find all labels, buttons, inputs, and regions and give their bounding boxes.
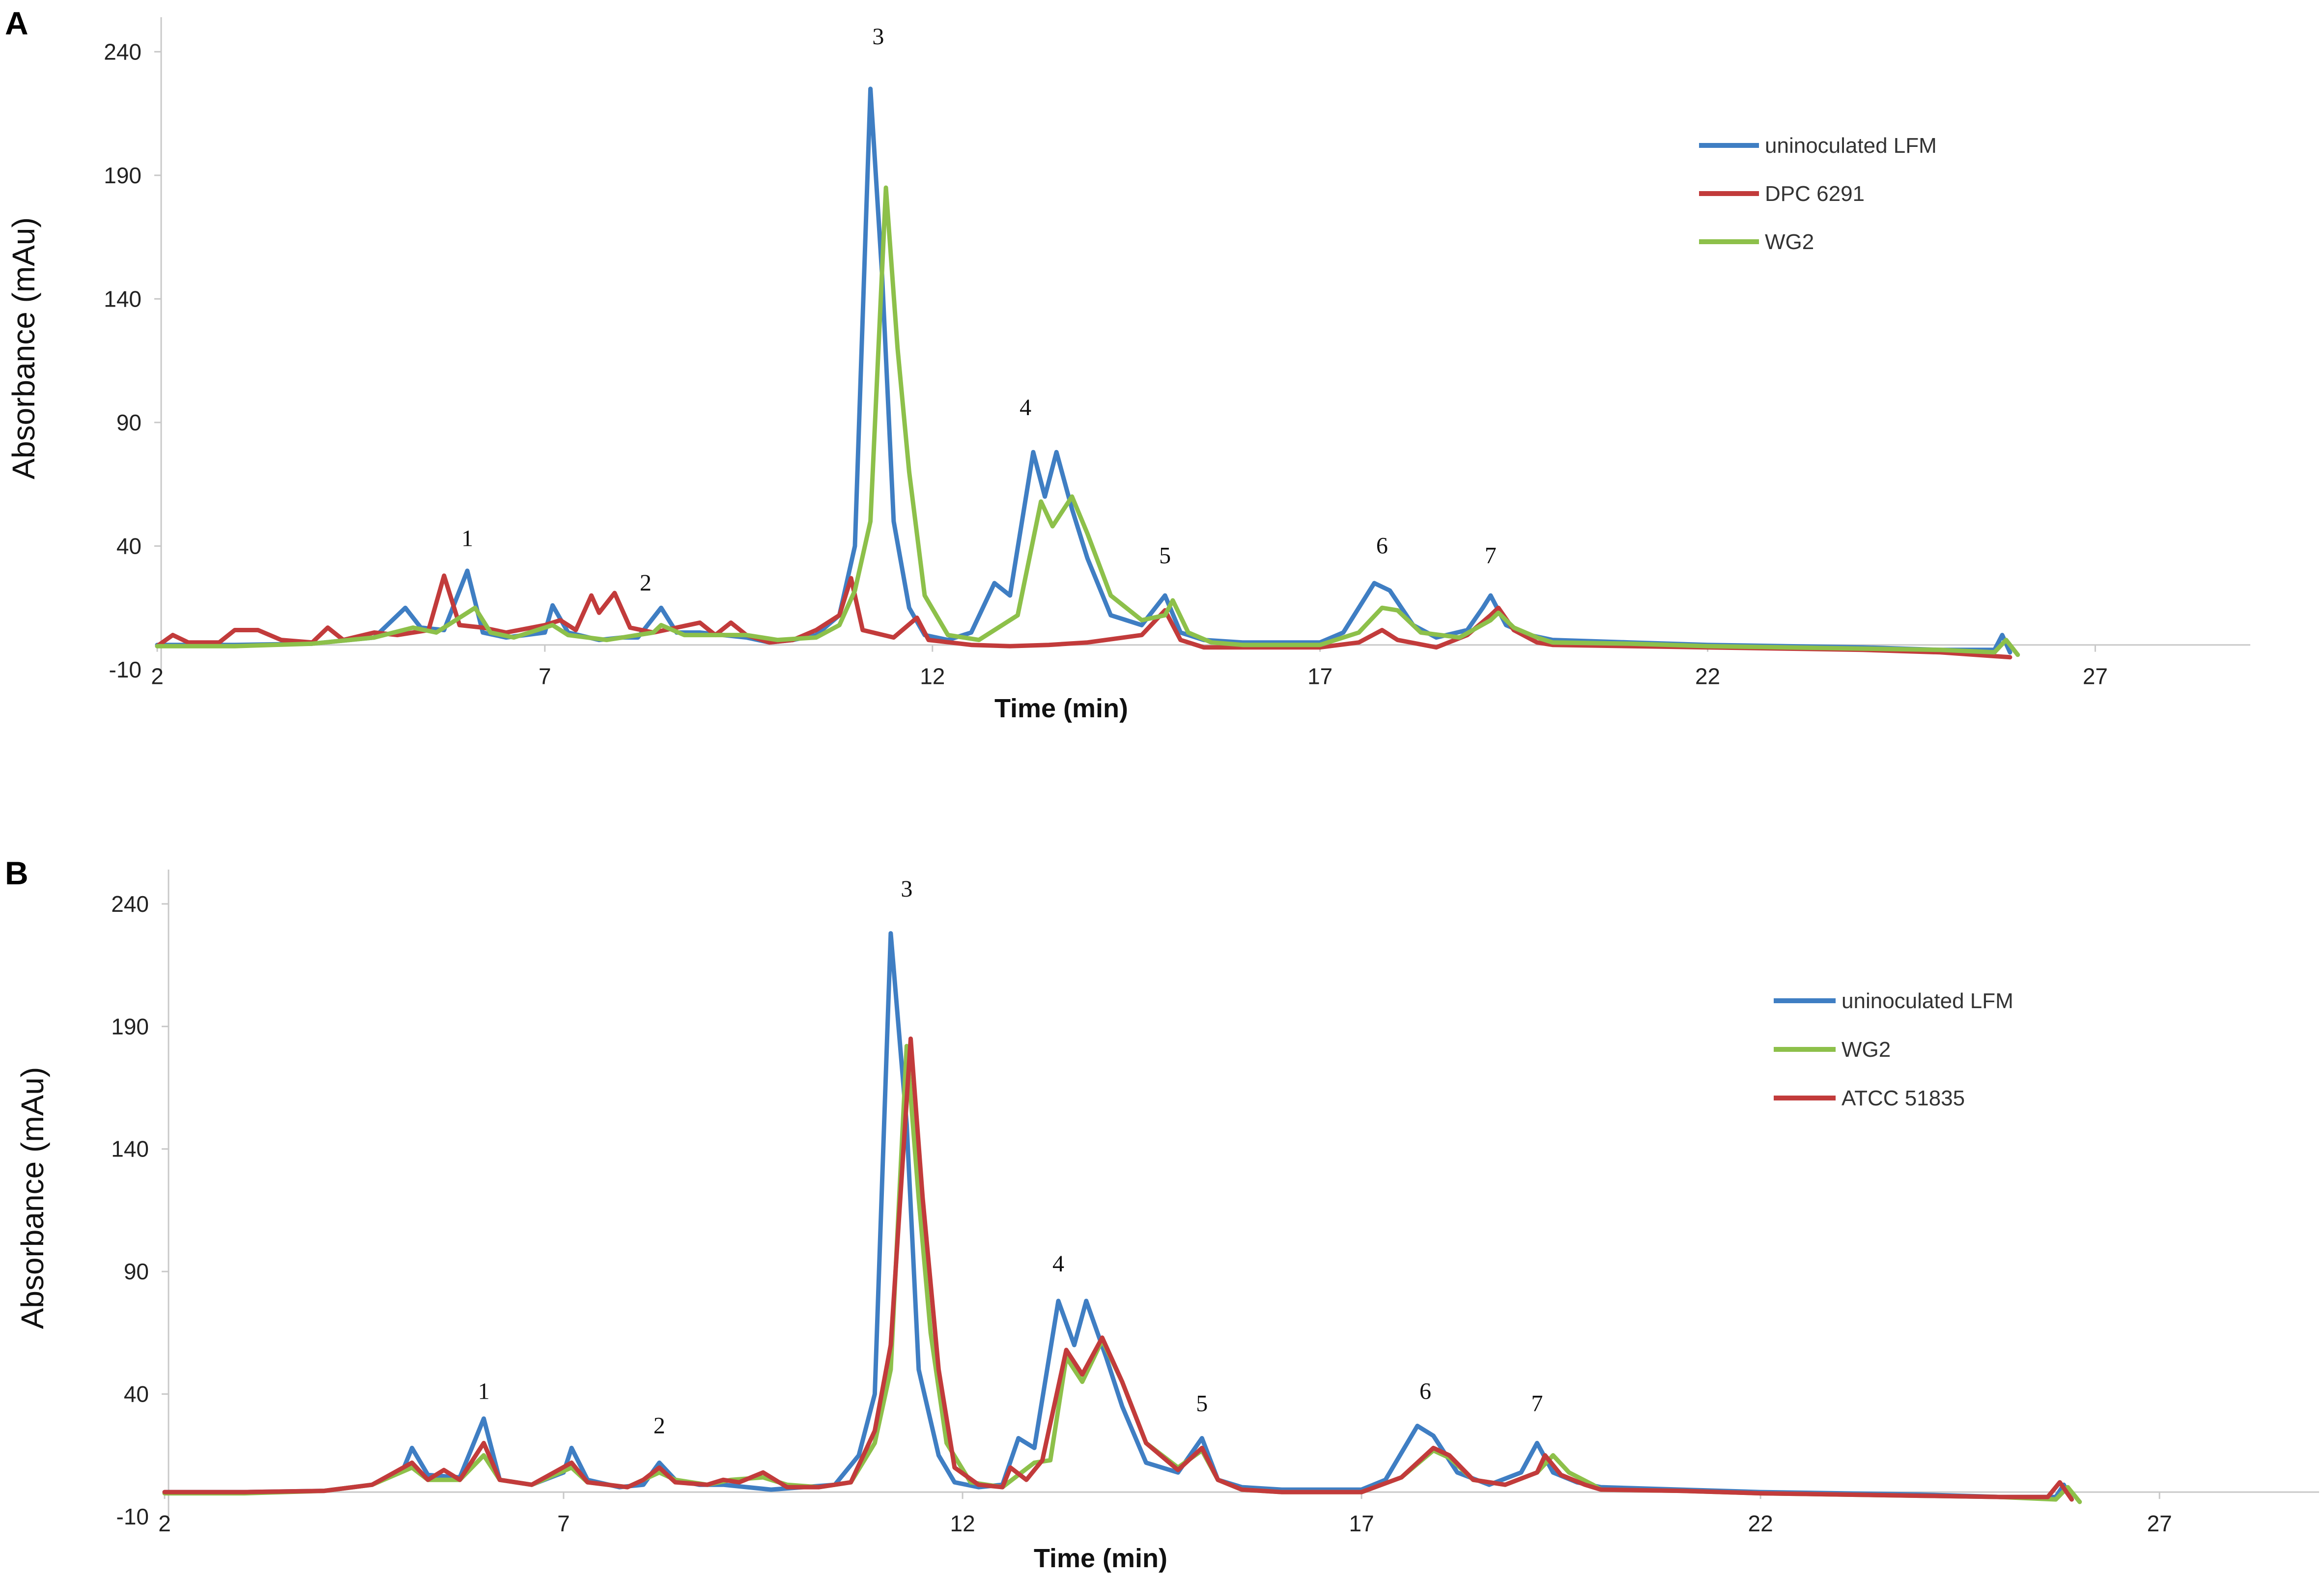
legend: uninoculated LFM WG2 ATCC 51835 [1774, 989, 2013, 1110]
x-tick-label: 2 [158, 1511, 171, 1536]
peak-label: 6 [1376, 533, 1388, 559]
peak-label: 6 [1419, 1379, 1431, 1405]
legend-label: WG2 [1765, 230, 1814, 254]
series-line-atcc-51835 [162, 1036, 2074, 1502]
y-tick-label: -10 [116, 1504, 149, 1529]
x-tick-label: 27 [2147, 1511, 2172, 1536]
panel-label: B [5, 855, 28, 891]
y-axis-title: Absorbance (mAu) [6, 217, 41, 479]
peak-label: 1 [461, 525, 473, 551]
x-tick-label: 17 [1349, 1511, 1374, 1536]
x-tick-label: 17 [1307, 664, 1332, 689]
x-tick-label: 2 [151, 664, 164, 689]
peak-label: 4 [1052, 1251, 1064, 1277]
series-line-wg2 [155, 185, 2020, 657]
y-tick-label: 240 [111, 891, 149, 917]
x-axis-title: Time (min) [1034, 1544, 1167, 1573]
panel-label: A [5, 5, 28, 41]
legend: uninoculated LFM DPC 6291 WG2 [1699, 134, 1937, 254]
x-tick-label: 12 [920, 664, 945, 689]
y-tick-label: 140 [104, 286, 142, 311]
y-tick-label: 90 [116, 410, 142, 435]
x-tick-label: 7 [557, 1511, 570, 1536]
peak-label: 5 [1159, 543, 1171, 569]
peak-label: 3 [872, 24, 884, 50]
legend-label: DPC 6291 [1765, 182, 1865, 206]
peak-label: 7 [1531, 1390, 1543, 1416]
x-tick-label: 22 [1695, 664, 1720, 689]
y-tick-label: 90 [124, 1259, 149, 1284]
legend-label: uninoculated LFM [1765, 134, 1937, 158]
x-tick-label: 7 [538, 664, 551, 689]
y-axis-title: Absorbance (mAu) [15, 1067, 50, 1329]
peak-label: 2 [640, 570, 652, 596]
legend-label: WG2 [1842, 1038, 1891, 1062]
x-tick-label: 22 [1748, 1511, 1773, 1536]
peak-label: 3 [901, 876, 912, 902]
legend-label: uninoculated LFM [1842, 989, 2013, 1013]
y-tick-label: 40 [124, 1381, 149, 1407]
x-tick-label: 12 [950, 1511, 975, 1536]
y-tick-label: 140 [111, 1136, 149, 1162]
y-tick-label: 40 [116, 533, 142, 559]
peak-label: 5 [1196, 1390, 1208, 1416]
peak-label: 2 [653, 1412, 665, 1438]
x-tick-label: 27 [2083, 664, 2108, 689]
peak-label: 7 [1485, 543, 1497, 569]
peak-label: 4 [1020, 394, 1031, 421]
y-tick-label: 190 [104, 163, 142, 188]
series-line-wg2 [162, 1043, 2082, 1504]
y-tick-label: 190 [111, 1014, 149, 1039]
x-axis-title: Time (min) [994, 694, 1128, 723]
legend-label: ATCC 51835 [1842, 1086, 1965, 1110]
peak-label: 1 [478, 1379, 490, 1405]
y-tick-label: 240 [104, 39, 142, 64]
y-tick-label: -10 [109, 657, 142, 682]
series-line-uninoculated-lfm [155, 86, 2012, 655]
